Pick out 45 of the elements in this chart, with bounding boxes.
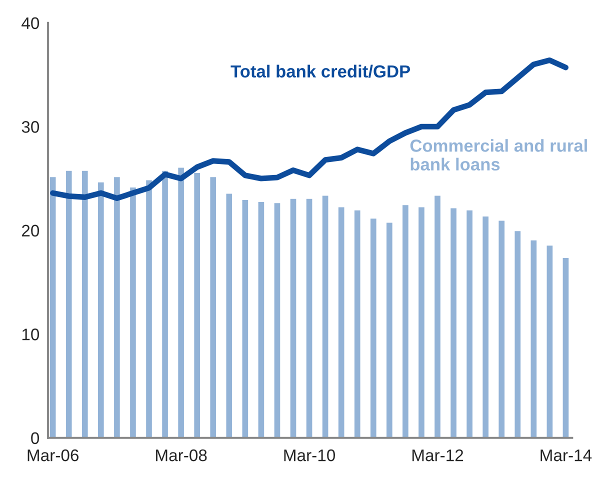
series-label: Commercial and rural bank loans	[410, 139, 587, 171]
y-tick-label: 20	[22, 224, 40, 237]
bar	[288, 198, 298, 438]
bar	[80, 170, 90, 438]
x-tick-label: Mar-10	[284, 449, 336, 462]
x-tick-label: Mar-06	[28, 449, 79, 462]
bar	[256, 200, 266, 438]
bar	[96, 180, 106, 438]
bar	[481, 215, 490, 438]
bar	[401, 204, 410, 438]
bar	[545, 244, 554, 438]
bar	[529, 239, 538, 438]
x-tick-label: Mar-14	[540, 450, 592, 462]
bar	[465, 208, 474, 438]
bar	[160, 170, 170, 438]
y-tick-label: 10	[22, 328, 40, 340]
bar	[144, 178, 154, 438]
bar	[561, 256, 570, 438]
bar	[64, 170, 74, 438]
bar	[272, 202, 282, 438]
bar	[369, 217, 378, 438]
x-tick-label: Mar-12	[412, 449, 464, 462]
y-tick-label: 40	[22, 17, 40, 30]
bar	[513, 230, 522, 438]
text: Total bank credit/GDP	[230, 64, 410, 78]
bar	[208, 176, 218, 438]
x-tick-label: Mar-08	[156, 449, 207, 462]
bar	[449, 206, 458, 438]
bar	[353, 208, 362, 438]
bar	[48, 176, 58, 438]
bar	[304, 198, 314, 438]
bar	[176, 166, 186, 438]
bar	[112, 176, 122, 438]
y-tick-label: 30	[22, 121, 40, 133]
bar	[321, 194, 330, 438]
bar	[224, 192, 234, 438]
bar	[337, 206, 346, 438]
bar	[128, 186, 138, 438]
bar	[240, 198, 250, 438]
bar	[192, 172, 202, 438]
bar	[497, 219, 506, 438]
bar	[385, 221, 394, 438]
bar	[433, 194, 442, 438]
bar	[417, 206, 426, 438]
y-tick-label: 0	[31, 432, 40, 444]
